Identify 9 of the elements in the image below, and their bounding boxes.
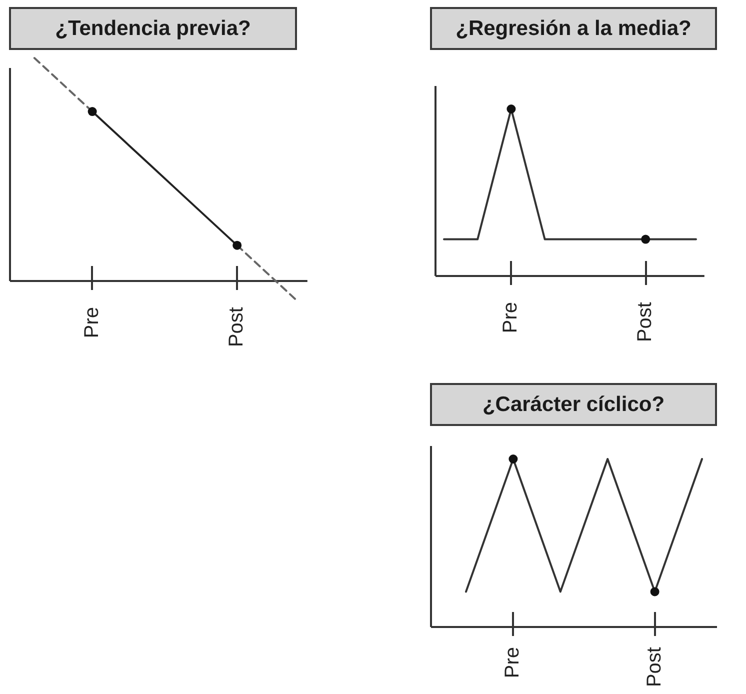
x-tick-label: Post [226, 306, 248, 348]
x-tick-label: Pre [500, 302, 522, 334]
chart-title: ¿Regresión a la media? [456, 16, 692, 40]
x-tick-label: Pre [80, 307, 103, 338]
chart-title: ¿Tendencia previa? [55, 16, 251, 40]
chart-title: ¿Carácter cíclico? [482, 392, 665, 416]
x-tick-label: Post [634, 302, 656, 342]
x-tick-label: Post [643, 646, 666, 688]
x-tick-label: Pre [502, 647, 524, 678]
